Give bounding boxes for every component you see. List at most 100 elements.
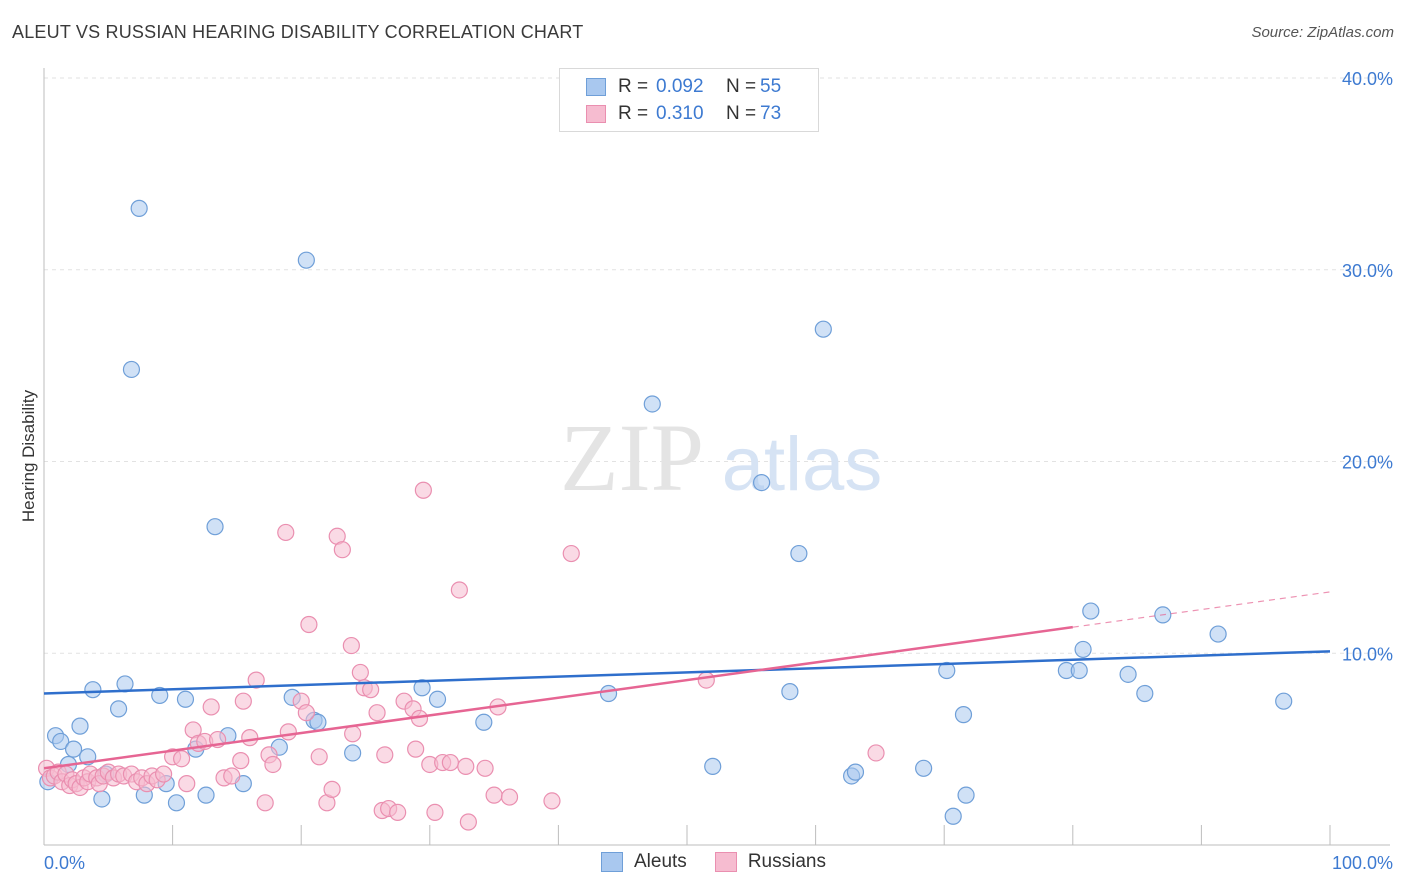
aleut-point [915, 759, 933, 777]
aleut-point [344, 744, 362, 762]
russian-point [333, 541, 351, 559]
aleut-point [64, 740, 83, 758]
russian-point [310, 748, 328, 766]
legend-r-label: R = [618, 76, 649, 97]
russian-point [202, 698, 220, 716]
gridlines [44, 77, 1390, 654]
legend-box: R = 0.092 N = 55 R = 0.310 N = 73 [559, 68, 819, 132]
russian-point [562, 544, 580, 563]
aleut-point [206, 518, 224, 536]
x-tick-label: 0.0% [44, 853, 85, 873]
aleut-point [846, 763, 865, 781]
legend-r-value: 0.092 [656, 76, 704, 97]
legend-n-label: N = [726, 103, 757, 124]
x-tick-label: 100.0% [1332, 853, 1393, 873]
aleut-point [151, 686, 169, 705]
series-russians-points [37, 481, 885, 831]
aleut-point [130, 199, 148, 217]
russian-point [247, 671, 265, 689]
legend-n-label: N = [726, 76, 757, 97]
trend-line-russians [43, 625, 1073, 770]
legend-n-value: 73 [760, 103, 782, 124]
legend-r-label: R = [618, 103, 649, 124]
source-label: Source: ZipAtlas.com [1251, 24, 1394, 41]
russian-point [279, 723, 297, 741]
russian-point [323, 780, 341, 798]
aleut-point [814, 320, 832, 338]
y-tick-label: 10.0% [1342, 644, 1393, 664]
aleut-point [122, 360, 141, 379]
aleut-point [413, 679, 431, 697]
aleut-point [197, 786, 215, 804]
russian-point [368, 704, 386, 722]
russian-point [232, 752, 250, 770]
aleut-point [1136, 684, 1154, 703]
russian-point [450, 581, 468, 599]
russian-point [342, 636, 360, 655]
aleut-point [167, 794, 186, 812]
russian-point [459, 813, 477, 831]
aleut-point [52, 732, 70, 751]
bottom-legend-label-russians: Russians [747, 851, 826, 872]
watermark-zip: ZIP [560, 404, 704, 511]
aleut-point [1275, 692, 1293, 710]
bottom-legend-swatch-russians [714, 852, 737, 872]
trend-lines [43, 591, 1331, 770]
russian-point [543, 792, 561, 810]
russian-point [344, 725, 362, 743]
bottom-legend-label-aleuts: Aleuts [634, 851, 687, 872]
russian-point [414, 481, 432, 499]
russian-point [277, 523, 295, 542]
aleut-point [109, 700, 128, 718]
aleut-point [1209, 625, 1227, 643]
russian-point [264, 755, 282, 774]
aleut-point [84, 681, 102, 699]
russian-point [867, 744, 885, 762]
russian-point [351, 663, 369, 682]
aleut-point [944, 807, 962, 825]
russian-point [485, 786, 503, 804]
russian-point [234, 692, 252, 710]
aleut-point [475, 713, 493, 731]
bottom-legend: Aleuts Russians [601, 851, 854, 873]
y-tick-label: 20.0% [1342, 453, 1393, 473]
russian-point [389, 803, 407, 822]
russian-point [426, 803, 444, 822]
aleut-point [957, 786, 975, 804]
aleut-point [93, 790, 111, 808]
russian-point [697, 671, 715, 689]
russian-point [173, 750, 191, 768]
aleut-point [752, 473, 771, 492]
chart-title: ALEUT VS RUSSIAN HEARING DISABILITY CORR… [12, 22, 584, 42]
russian-point [256, 794, 274, 812]
axes [43, 68, 1390, 846]
y-tick-label: 30.0% [1342, 261, 1393, 281]
legend-row-russians: R = 0.310 N = 73 [586, 102, 781, 126]
aleut-point [781, 682, 799, 701]
legend-r-value: 0.310 [656, 103, 704, 124]
russian-point [500, 788, 519, 806]
trend-line-russians-extension [1072, 591, 1331, 628]
aleut-point [938, 661, 956, 680]
legend-row-aleuts: R = 0.092 N = 55 [586, 75, 781, 99]
russian-point [376, 746, 394, 764]
russian-point [178, 775, 196, 793]
legend-swatch-aleuts [586, 78, 606, 96]
aleut-point [1082, 602, 1100, 620]
russian-point [407, 740, 425, 758]
russian-point [476, 759, 494, 777]
aleut-point [297, 251, 315, 269]
bottom-legend-russians: Russians [714, 851, 826, 873]
watermark: ZIP atlas [560, 404, 882, 511]
bottom-legend-aleuts: Aleuts [601, 851, 687, 873]
series-aleuts-points [39, 199, 1293, 825]
legend-swatch-russians [586, 105, 606, 123]
russian-point [297, 704, 315, 722]
russian-point [300, 615, 318, 634]
aleut-point [790, 544, 808, 563]
y-tick-label: 40.0% [1342, 69, 1393, 89]
aleut-point [71, 717, 89, 735]
aleut-point [599, 684, 618, 703]
aleut-point [1070, 661, 1088, 680]
